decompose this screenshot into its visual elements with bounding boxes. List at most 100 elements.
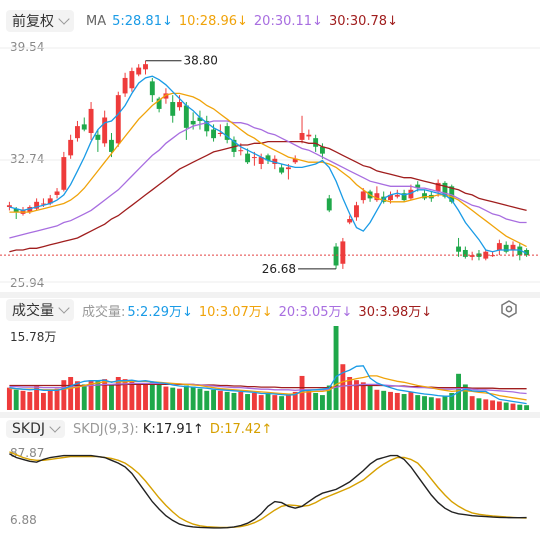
volume-bar	[517, 404, 523, 410]
volume-bar	[40, 392, 46, 410]
candle-body	[394, 194, 400, 197]
section-divider	[0, 292, 540, 298]
volume-selector-label: 成交量	[12, 303, 54, 319]
candle-body	[47, 198, 53, 204]
volume-bar	[190, 386, 196, 410]
volume-bar	[374, 389, 380, 410]
candle-body	[231, 139, 237, 152]
volume-bar	[13, 389, 19, 410]
candle-body	[6, 205, 12, 207]
candle-body	[285, 167, 291, 170]
vol-ma10-value: 10:3.07万↓	[198, 304, 273, 320]
candle-body	[422, 193, 427, 199]
volume-bar	[170, 387, 176, 410]
candle-body	[503, 244, 509, 252]
candle-body	[170, 102, 176, 116]
volume-bar	[510, 403, 516, 410]
volume-bar	[503, 402, 509, 410]
candle-body	[177, 102, 182, 108]
volume-bar	[279, 396, 285, 410]
volume-bar	[156, 384, 162, 410]
candle-body	[333, 246, 339, 266]
volume-bar	[422, 396, 427, 410]
candle-body	[401, 193, 407, 201]
volume-bar	[354, 380, 359, 410]
volume-bar	[469, 396, 475, 410]
volume-bar	[319, 395, 325, 410]
volume-bar	[61, 380, 67, 410]
ma5-line	[9, 75, 527, 254]
settings-icon[interactable]	[500, 300, 518, 318]
candle-body	[95, 134, 101, 140]
candle-body	[360, 191, 366, 201]
kdj-axis-bottom: 6.88	[10, 513, 37, 527]
candle-body	[462, 249, 468, 257]
candle-body	[496, 243, 502, 250]
volume-bar	[360, 382, 366, 410]
volume-bar	[435, 398, 441, 410]
volume-bar	[340, 364, 346, 410]
adjust-selector[interactable]: 前复权	[6, 10, 74, 32]
candle-body	[149, 81, 155, 96]
kdj-d-line	[9, 451, 527, 529]
candle-body	[115, 95, 121, 144]
volume-bar	[102, 379, 108, 410]
volume-bar	[333, 326, 339, 410]
ma10-value: 10:28.96↓	[178, 13, 248, 29]
volume-bar	[115, 376, 121, 410]
candle-body	[122, 77, 128, 94]
candle-body	[81, 124, 87, 130]
candle-body	[347, 219, 353, 223]
volume-bar	[109, 385, 114, 410]
vol-ma5-line	[9, 365, 527, 405]
volume-bar	[75, 381, 80, 410]
candle-body	[54, 191, 60, 195]
volume-bar	[326, 385, 332, 410]
candle-body	[517, 246, 523, 256]
volume-bar	[81, 384, 87, 410]
candle-body	[272, 158, 278, 164]
volume-bar	[211, 389, 217, 410]
candle-body	[13, 208, 19, 213]
candle-body	[476, 253, 482, 257]
volume-bar	[272, 395, 278, 410]
volume-label: 成交量:	[82, 304, 126, 320]
section-divider	[0, 412, 540, 418]
volume-bar	[428, 397, 434, 410]
candle-body	[129, 71, 135, 89]
candle-body	[136, 67, 142, 75]
candle-body	[211, 129, 217, 139]
candle-body	[217, 132, 223, 134]
kdj-selector-label: SKDJ	[12, 421, 45, 437]
candle-body	[102, 117, 108, 144]
candle-body	[163, 93, 169, 99]
volume-bar	[54, 388, 60, 410]
kdj-selector[interactable]: SKDJ	[6, 420, 65, 438]
vol-ma20-line	[9, 382, 527, 395]
kdj-label: SKDJ(9,3):	[72, 421, 139, 437]
candle-body	[408, 189, 414, 199]
kdj-header: SKDJ SKDJ(9,3): K:17.91↑ D:17.42↑	[0, 418, 540, 440]
volume-axis-max: 15.78万	[10, 330, 57, 344]
volume-bar	[265, 394, 271, 410]
candle-body	[415, 184, 421, 189]
candle-body	[68, 139, 74, 156]
volume-bar	[251, 392, 257, 410]
candle-body	[299, 132, 305, 140]
volume-bar	[238, 391, 244, 410]
candle-body	[313, 138, 319, 147]
volume-bar	[401, 394, 407, 410]
candle-body	[109, 139, 114, 152]
volume-bar	[217, 390, 223, 410]
volume-bar	[163, 386, 169, 410]
price-axis-mid: 32.74	[10, 152, 45, 166]
candle-body	[258, 157, 264, 164]
kdj-axis-top: 87.87	[10, 446, 45, 460]
volume-bar	[347, 376, 353, 410]
volume-bar	[27, 391, 33, 410]
candle-body	[265, 155, 271, 161]
candle-body	[251, 157, 257, 159]
volume-bar	[524, 405, 530, 410]
candle-body	[319, 146, 325, 154]
volume-selector[interactable]: 成交量	[6, 299, 74, 321]
